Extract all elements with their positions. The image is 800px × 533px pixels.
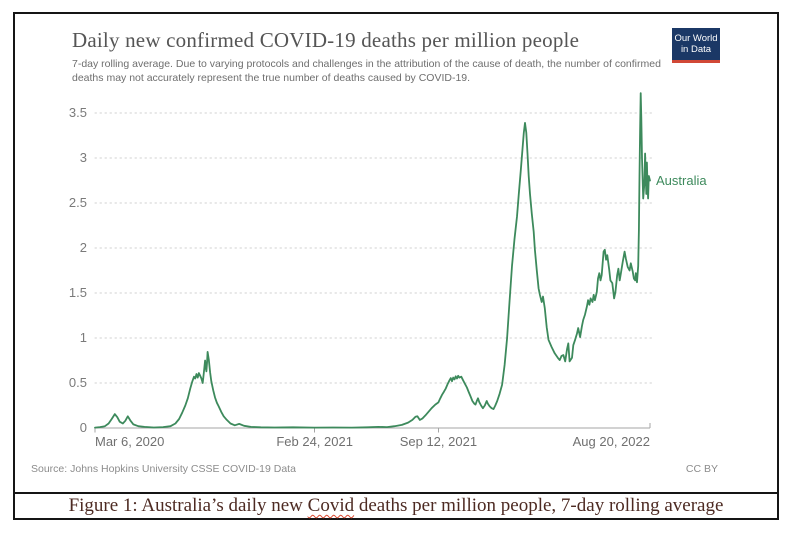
- y-tick-label: 0: [79, 420, 87, 435]
- owid-logo-line1: Our World: [674, 33, 718, 44]
- x-tick-label: Mar 6, 2020: [95, 434, 165, 449]
- y-tick-label: 2.5: [68, 195, 87, 210]
- plot-area: 0 0.5 1 1.5 2 2.5 3 3.5 Mar 6, 2020 Feb 24, 2021…: [15, 14, 777, 490]
- x-tick-label: Aug 20, 2022: [572, 434, 650, 449]
- caption-misspelled-word: Covid: [307, 495, 355, 516]
- figure-frame: Daily new confirmed COVID-19 deaths per …: [13, 12, 779, 520]
- x-tick-label: Sep 12, 2021: [399, 434, 478, 449]
- series-label-australia: Australia: [656, 173, 707, 188]
- y-tick-label: 3.5: [68, 105, 87, 120]
- x-tick-label: Feb 24, 2021: [276, 434, 353, 449]
- caption-text-suffix: deaths per million people, 7-day rolling…: [354, 495, 724, 516]
- source-note: Source: Johns Hopkins University CSSE CO…: [31, 463, 296, 475]
- owid-chart-card: Daily new confirmed COVID-19 deaths per …: [15, 14, 777, 492]
- y-tick-label: 1: [79, 330, 87, 345]
- chart-title: Daily new confirmed COVID-19 deaths per …: [72, 28, 580, 52]
- license-badge: CC BY: [685, 463, 718, 475]
- owid-logo-line2: in Data: [680, 44, 712, 55]
- figure-caption: Figure 1: Australia’s daily new Covid de…: [15, 492, 777, 518]
- line-chart-svg: [94, 92, 654, 433]
- caption-text-prefix: Figure 1: Australia’s daily new: [68, 495, 308, 516]
- y-tick-label: 3: [79, 150, 87, 165]
- owid-logo: Our World in Data: [672, 28, 720, 63]
- y-tick-label: 1.5: [68, 285, 87, 300]
- chart-subtitle: 7-day rolling average. Due to varying pr…: [72, 58, 661, 84]
- y-tick-label: 2: [79, 240, 87, 255]
- y-tick-label: 0.5: [68, 375, 87, 390]
